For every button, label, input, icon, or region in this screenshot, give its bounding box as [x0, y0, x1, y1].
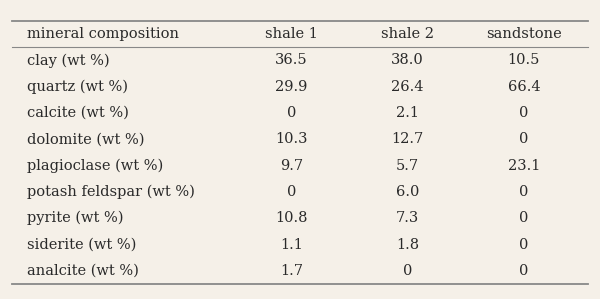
Text: 26.4: 26.4 — [391, 80, 424, 94]
Text: 66.4: 66.4 — [508, 80, 540, 94]
Text: siderite (wt %): siderite (wt %) — [27, 238, 136, 251]
Text: 6.0: 6.0 — [396, 185, 419, 199]
Text: shale 2: shale 2 — [381, 27, 434, 41]
Text: 0: 0 — [287, 185, 296, 199]
Text: mineral composition: mineral composition — [27, 27, 179, 41]
Text: potash feldspar (wt %): potash feldspar (wt %) — [27, 185, 195, 199]
Text: 36.5: 36.5 — [275, 54, 308, 67]
Text: 0: 0 — [403, 264, 412, 278]
Text: 10.5: 10.5 — [508, 54, 540, 67]
Text: 0: 0 — [519, 185, 529, 199]
Text: 0: 0 — [519, 132, 529, 146]
Text: 23.1: 23.1 — [508, 159, 540, 173]
Text: 0: 0 — [519, 264, 529, 278]
Text: pyrite (wt %): pyrite (wt %) — [27, 211, 124, 225]
Text: 2.1: 2.1 — [396, 106, 419, 120]
Text: 10.8: 10.8 — [275, 211, 308, 225]
Text: dolomite (wt %): dolomite (wt %) — [27, 132, 145, 146]
Text: plagioclase (wt %): plagioclase (wt %) — [27, 158, 163, 173]
Text: 0: 0 — [287, 106, 296, 120]
Text: sandstone: sandstone — [486, 27, 562, 41]
Text: 7.3: 7.3 — [396, 211, 419, 225]
Text: 0: 0 — [519, 211, 529, 225]
Text: 9.7: 9.7 — [280, 159, 303, 173]
Text: 38.0: 38.0 — [391, 54, 424, 67]
Text: 29.9: 29.9 — [275, 80, 308, 94]
Text: clay (wt %): clay (wt %) — [27, 53, 110, 68]
Text: 0: 0 — [519, 238, 529, 251]
Text: 5.7: 5.7 — [396, 159, 419, 173]
Text: 12.7: 12.7 — [392, 132, 424, 146]
Text: 1.1: 1.1 — [280, 238, 303, 251]
Text: calcite (wt %): calcite (wt %) — [27, 106, 129, 120]
Text: analcite (wt %): analcite (wt %) — [27, 264, 139, 278]
Text: 10.3: 10.3 — [275, 132, 308, 146]
Text: 0: 0 — [519, 106, 529, 120]
Text: 1.8: 1.8 — [396, 238, 419, 251]
Text: shale 1: shale 1 — [265, 27, 318, 41]
Text: quartz (wt %): quartz (wt %) — [27, 80, 128, 94]
Text: 1.7: 1.7 — [280, 264, 303, 278]
